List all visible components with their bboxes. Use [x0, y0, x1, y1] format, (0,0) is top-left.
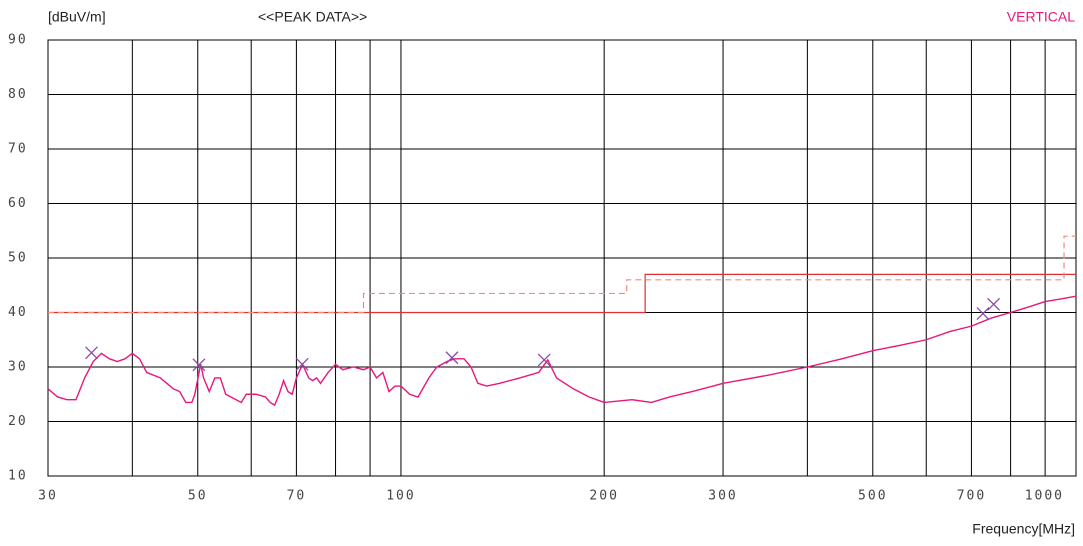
x-tick-label: 1000	[1025, 489, 1064, 504]
x-tick-label: 50	[188, 489, 208, 504]
y-tick-label: 90	[8, 33, 28, 48]
y-tick-label: 20	[8, 414, 28, 429]
trace-line	[47, 295, 1077, 407]
x-tick-label: 70	[287, 489, 307, 504]
plot-frame	[47, 39, 1077, 477]
y-tick-label: 70	[8, 142, 28, 157]
peak-marker	[295, 357, 309, 371]
y-tick-label: 50	[8, 251, 28, 266]
x-tick-label: 100	[386, 489, 415, 504]
x-tick-label: 700	[957, 489, 986, 504]
peak-marker	[976, 307, 990, 321]
y-tick-label: 40	[8, 305, 28, 320]
y-tick-label: 80	[8, 87, 28, 102]
x-tick-label: 200	[589, 489, 618, 504]
chart-title: <<PEAK DATA>>	[258, 9, 367, 25]
y-axis-label: [dBuV/m]	[48, 9, 106, 25]
x-tick-label: 300	[708, 489, 737, 504]
peak-marker	[445, 351, 459, 365]
limit-line	[48, 235, 1076, 314]
peak-marker	[987, 297, 1001, 311]
limit-line	[48, 273, 1076, 314]
peak-marker	[192, 358, 206, 372]
x-axis-label: Frequency[MHz]	[972, 521, 1075, 537]
y-tick-label: 30	[8, 360, 28, 375]
annotation: VERTICAL	[1007, 9, 1075, 25]
peak-marker	[537, 353, 551, 367]
y-tick-label: 10	[8, 469, 28, 484]
peak-marker	[85, 346, 98, 360]
x-tick-label: 30	[38, 489, 58, 504]
y-tick-label: 60	[8, 196, 28, 211]
x-tick-label: 500	[858, 489, 887, 504]
